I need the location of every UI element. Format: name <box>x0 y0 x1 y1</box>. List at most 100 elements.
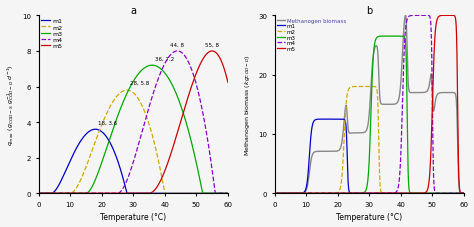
m3 <box>207 192 212 195</box>
Methanogen biomass <box>443 92 448 94</box>
Line: m2: m2 <box>38 91 234 193</box>
Text: 36, 7.2: 36, 7.2 <box>155 57 174 62</box>
m1 <box>443 192 448 195</box>
m5 <box>464 192 469 195</box>
m4 <box>449 192 455 195</box>
m4 <box>356 192 361 195</box>
m3 <box>231 192 237 195</box>
m3 <box>347 192 353 195</box>
Y-axis label: Methanogen biomass ($kg_{COD-D}$): Methanogen biomass ($kg_{COD-D}$) <box>244 54 253 155</box>
Y-axis label: $q_{max}$ ($g_{COD-S}\ g_{COD-D}^{-1}\ d^{-1}$): $q_{max}$ ($g_{COD-S}\ g_{COD-D}^{-1}\ d… <box>6 64 17 146</box>
m3 <box>467 192 473 195</box>
m2 <box>124 89 130 92</box>
Text: 18, 3.6: 18, 3.6 <box>99 120 118 125</box>
m2 <box>36 192 41 195</box>
m3 <box>36 192 41 195</box>
m1 <box>294 192 300 195</box>
Title: b: b <box>366 5 373 15</box>
m4 <box>306 192 311 195</box>
m3 <box>464 192 469 195</box>
m2 <box>58 192 64 195</box>
m4 <box>228 192 233 195</box>
m2 <box>443 192 448 195</box>
m1 <box>272 192 277 195</box>
m2 <box>119 91 125 94</box>
m4 <box>467 192 473 195</box>
m1 <box>231 192 237 195</box>
m5 <box>119 192 125 195</box>
m1 <box>464 192 469 195</box>
m5 <box>467 192 473 195</box>
Line: Methanogen biomass: Methanogen biomass <box>274 16 470 193</box>
m2 <box>306 192 311 195</box>
m4 <box>347 192 353 195</box>
m1 <box>58 180 64 183</box>
m3 <box>111 126 117 129</box>
m4 <box>443 192 448 195</box>
m4 <box>231 192 237 195</box>
m4 <box>294 192 300 195</box>
Line: m4: m4 <box>274 16 470 193</box>
Methanogen biomass <box>356 132 361 135</box>
m3 <box>306 192 311 195</box>
m1 <box>92 128 98 131</box>
Methanogen biomass <box>272 192 277 195</box>
m2 <box>272 192 277 195</box>
m2 <box>207 192 212 195</box>
m1 <box>333 118 338 121</box>
Methanogen biomass <box>464 192 469 195</box>
m1 <box>119 174 125 176</box>
m1 <box>228 192 233 195</box>
m3 <box>272 192 277 195</box>
m3 <box>149 64 155 67</box>
m2 <box>395 192 401 195</box>
m5 <box>209 50 215 53</box>
m3 <box>424 192 429 195</box>
m4 <box>111 192 117 195</box>
Methanogen biomass <box>347 132 353 135</box>
m2 <box>228 192 233 195</box>
Line: m3: m3 <box>38 66 234 193</box>
m5 <box>306 192 311 195</box>
m1 <box>207 192 212 195</box>
m2 <box>356 86 361 89</box>
Legend: m1, m2, m3, m4, m5: m1, m2, m3, m4, m5 <box>40 18 63 50</box>
Text: 44, 8: 44, 8 <box>170 42 184 47</box>
m3 <box>70 192 75 195</box>
Methanogen biomass <box>294 192 300 195</box>
m4 <box>174 50 180 53</box>
m2 <box>365 86 371 89</box>
X-axis label: Temperature (°C): Temperature (°C) <box>336 212 402 222</box>
m4 <box>58 192 64 195</box>
m1 <box>347 191 353 194</box>
m2 <box>464 192 469 195</box>
m1 <box>306 166 311 169</box>
m4 <box>420 15 426 18</box>
m5 <box>356 192 361 195</box>
m1 <box>364 192 369 195</box>
m2 <box>294 192 300 195</box>
m3 <box>58 192 64 195</box>
Line: m1: m1 <box>274 120 470 193</box>
m2 <box>467 192 473 195</box>
m3 <box>393 36 399 38</box>
Line: m1: m1 <box>38 130 234 193</box>
Legend: Methanogen biomass, m1, m2, m3, m4, m5: Methanogen biomass, m1, m2, m3, m4, m5 <box>276 18 346 52</box>
m5 <box>443 15 448 18</box>
m5 <box>347 192 353 195</box>
m1 <box>70 155 75 158</box>
Title: a: a <box>130 5 136 15</box>
m2 <box>111 100 117 103</box>
m4 <box>464 192 469 195</box>
m5 <box>111 192 117 195</box>
m3 <box>294 192 300 195</box>
Line: m4: m4 <box>38 52 234 193</box>
m4 <box>119 189 125 191</box>
m2 <box>231 192 237 195</box>
m2 <box>347 87 353 90</box>
m5 <box>58 192 64 195</box>
Line: m2: m2 <box>274 87 470 193</box>
Text: 55, 8: 55, 8 <box>205 42 219 47</box>
Methanogen biomass <box>306 178 311 180</box>
m5 <box>294 192 300 195</box>
